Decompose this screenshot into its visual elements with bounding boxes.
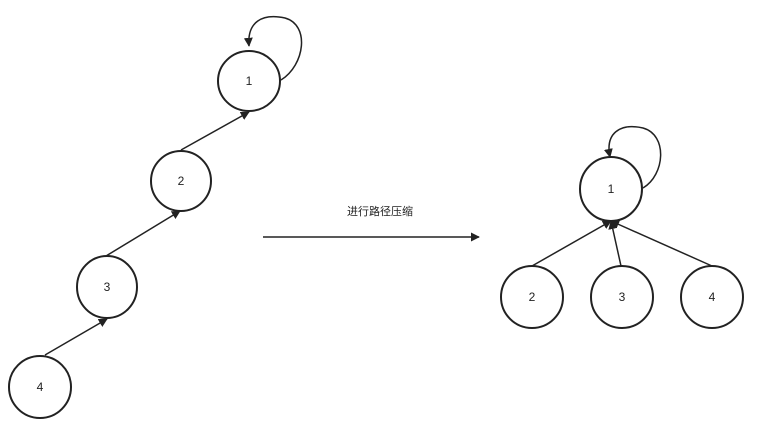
after-tree: 1 2 3 4 — [500, 126, 744, 329]
node-2-before: 2 — [150, 150, 212, 212]
node-2-after: 2 — [500, 265, 564, 329]
node-4-after: 4 — [680, 265, 744, 329]
node-4-before-label: 4 — [37, 380, 44, 394]
node-3-after: 3 — [590, 265, 654, 329]
node-4-before: 4 — [8, 355, 72, 419]
edge-3-to-root — [608, 220, 622, 267]
edge-2-to-root — [531, 220, 612, 267]
node-3-before: 3 — [76, 255, 138, 319]
transition: 进行路径压缩 — [263, 205, 480, 242]
node-2-before-label: 2 — [178, 174, 185, 188]
node-1-before-label: 1 — [246, 74, 253, 88]
node-3-after-label: 3 — [619, 290, 626, 304]
node-1-after-label: 1 — [608, 182, 615, 196]
node-1-before: 1 — [217, 50, 281, 112]
transition-label: 进行路径压缩 — [347, 205, 413, 218]
node-1-after: 1 — [579, 156, 643, 222]
self-loop-1-after — [603, 126, 662, 189]
edge-4-to-3 — [44, 318, 108, 356]
node-2-after-label: 2 — [529, 290, 536, 304]
edge-3-to-2 — [105, 210, 181, 257]
before-tree: 1 2 3 4 — [8, 16, 303, 419]
self-loop-1-before — [243, 16, 303, 81]
edge-2-to-1 — [180, 111, 250, 151]
edge-4-to-root — [610, 220, 713, 267]
node-3-before-label: 3 — [104, 280, 111, 294]
node-4-after-label: 4 — [709, 290, 716, 304]
